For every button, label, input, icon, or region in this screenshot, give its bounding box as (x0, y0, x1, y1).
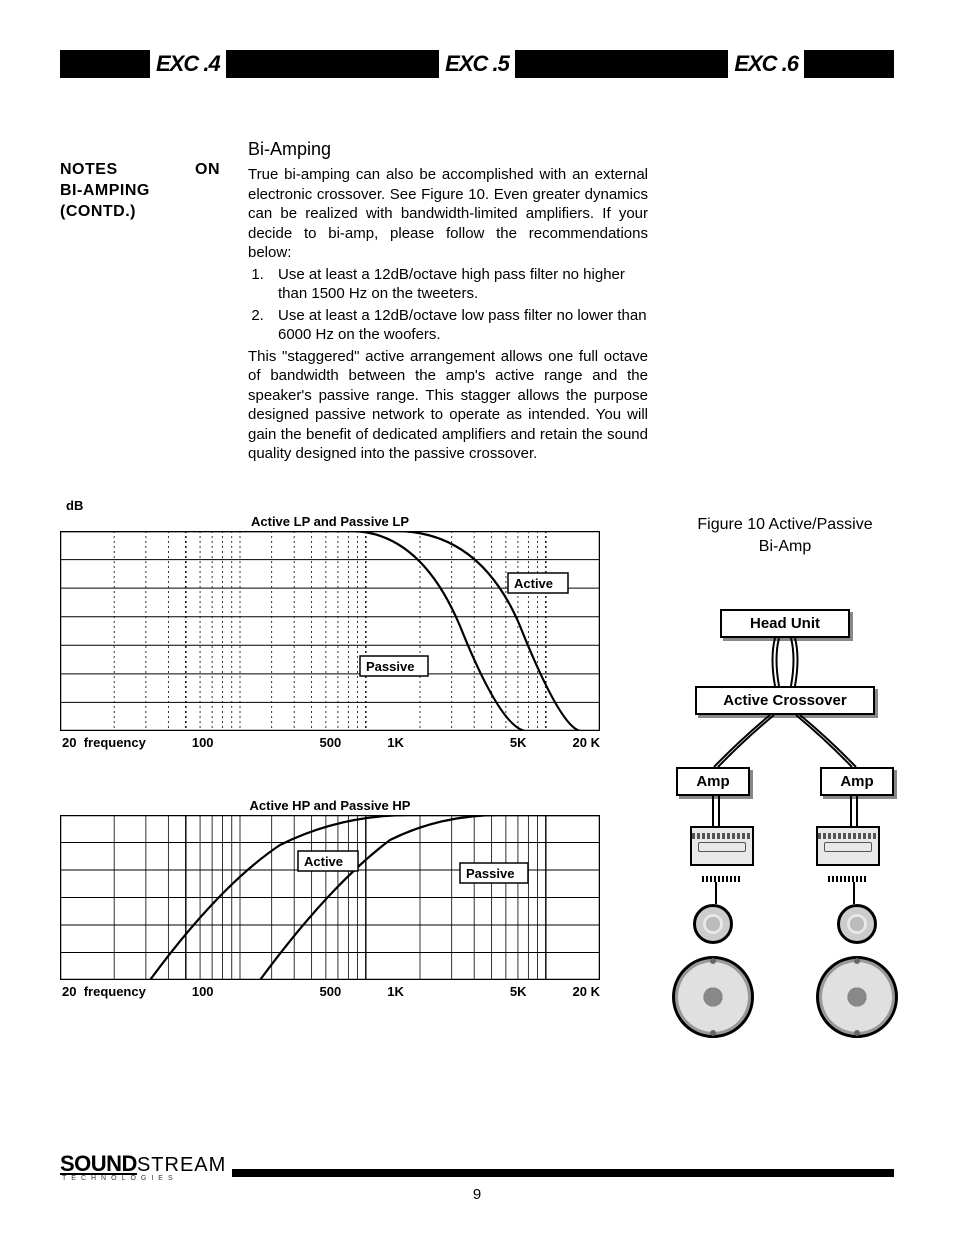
tick: 5K (510, 735, 527, 750)
tick: 100 (192, 735, 214, 750)
amp-box-right: Amp (820, 767, 894, 796)
side-heading: NOTES ON BI-AMPING (CONTD.) (60, 138, 220, 464)
header-bar: EXC .4 EXC .5 EXC .6 (60, 50, 894, 78)
lower-section: dB Active LP and Passive LP ActivePassiv… (60, 514, 894, 1047)
tick: 5K (510, 984, 527, 999)
tick: 20 K (573, 735, 600, 750)
list-item: Use at least a 12dB/octave high pass fil… (268, 265, 648, 304)
side-heading-line: BI-AMPING (60, 181, 220, 202)
brand-logo: SOUNDSTREAM TECHNOLOGIES (60, 1151, 226, 1182)
body-column: Bi-Amping True bi-amping can also be acc… (248, 138, 648, 464)
tick: 500 (320, 735, 342, 750)
side-heading-line: (CONTD.) (60, 202, 220, 223)
chart-area: Active Passive (60, 531, 600, 731)
tick: 500 (320, 984, 342, 999)
chart-title: Active LP and Passive LP (60, 514, 600, 529)
x-axis: 20 frequency 100 500 1K 5K 20 K (60, 984, 600, 999)
head-unit-box: Head Unit (720, 609, 850, 638)
chart-lp: dB Active LP and Passive LP ActivePassiv… (60, 514, 600, 750)
woofer-icon (672, 956, 754, 1038)
content-row: NOTES ON BI-AMPING (CONTD.) Bi-Amping Tr… (60, 138, 894, 464)
amp-box-left: Amp (676, 767, 750, 796)
passive-left (690, 826, 754, 882)
speaker-row (670, 904, 900, 1038)
tick: 20 frequency (62, 735, 146, 750)
terminal-icon (828, 876, 868, 882)
woofer-icon (816, 956, 898, 1038)
active-crossover-box: Active Crossover (695, 686, 875, 715)
charts-column: dB Active LP and Passive LP ActivePassiv… (60, 514, 600, 1047)
tweeter-icon (837, 904, 877, 944)
header-segment (226, 50, 439, 78)
header-segment (515, 50, 728, 78)
chart-svg: Active Passive (60, 531, 600, 731)
section-title: Bi-Amping (248, 138, 648, 161)
chart-title: Active HP and Passive HP (60, 798, 600, 813)
header-segment (804, 50, 894, 78)
passive-crossover-icon (816, 826, 880, 866)
speaker-right (816, 904, 898, 1038)
svg-text:Passive: Passive (466, 866, 514, 881)
diagram-column: Figure 10 Active/Passive Bi-Amp Head Uni… (670, 514, 900, 1047)
side-heading-line: NOTES ON (60, 160, 220, 181)
footer-bar (232, 1169, 894, 1177)
list-item: Use at least a 12dB/octave low pass filt… (268, 306, 648, 345)
chart-area: Active Passive (60, 815, 600, 980)
chart-svg: Active Passive (60, 815, 600, 980)
footer-line: SOUNDSTREAM TECHNOLOGIES (60, 1151, 894, 1182)
recommendations-list: Use at least a 12dB/octave high pass fil… (248, 265, 648, 345)
tick: 1K (387, 735, 404, 750)
intro-paragraph: True bi-amping can also be accomplished … (248, 165, 648, 263)
svg-text:Active: Active (304, 854, 343, 869)
cable-split-icon (670, 715, 900, 767)
header-segment (60, 50, 150, 78)
logo-exc5: EXC .5 (439, 50, 515, 78)
wire-icon (670, 882, 900, 904)
logo-exc4: EXC .4 (150, 50, 226, 78)
footer: SOUNDSTREAM TECHNOLOGIES 9 (60, 1151, 894, 1203)
db-axis-label: dB (66, 498, 83, 513)
tweeter-icon (693, 904, 733, 944)
svg-text:Passive: Passive (366, 659, 414, 674)
passive-right (816, 826, 880, 882)
outro-paragraph: This "staggered" active arrangement allo… (248, 347, 648, 464)
tick: 20 K (573, 984, 600, 999)
svg-text:Active: Active (514, 576, 553, 591)
passive-crossover-icon (690, 826, 754, 866)
amp-row: Amp Amp (670, 767, 900, 796)
speaker-left (672, 904, 754, 1038)
tick: 20 frequency (62, 984, 146, 999)
chart-hp: Active HP and Passive HP Active Passive 2… (60, 798, 600, 999)
page-number: 9 (60, 1186, 894, 1203)
wire-icon (670, 796, 900, 826)
terminal-icon (702, 876, 742, 882)
x-axis: 20 frequency 100 500 1K 5K 20 K (60, 735, 600, 750)
logo-exc6: EXC .6 (728, 50, 804, 78)
tick: 1K (387, 984, 404, 999)
cable-icon (755, 638, 815, 686)
figure-caption: Figure 10 Active/Passive Bi-Amp (670, 514, 900, 559)
passive-row (670, 826, 900, 882)
tick: 100 (192, 984, 214, 999)
